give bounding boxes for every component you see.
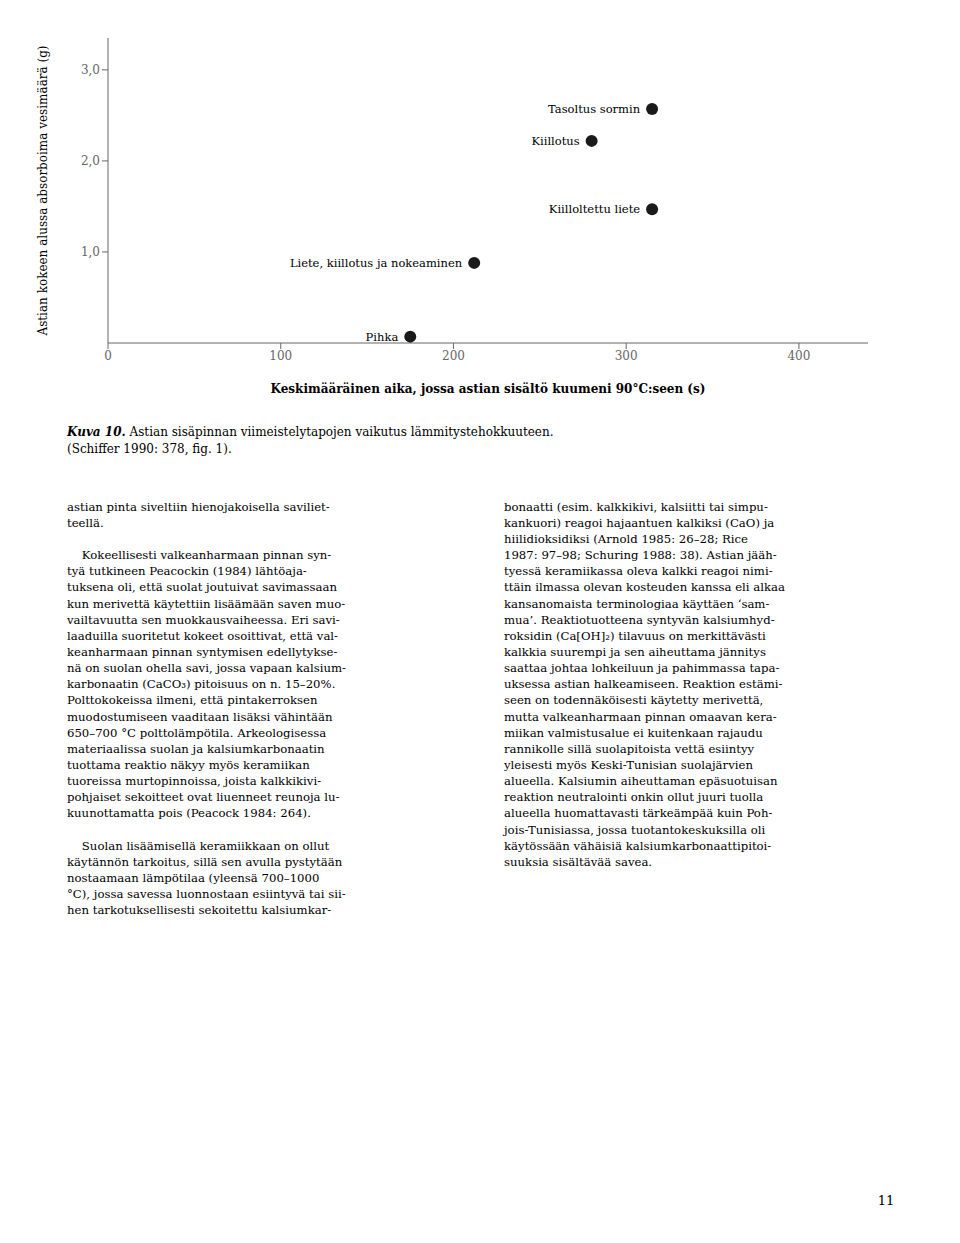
svg-text:400: 400 [787, 349, 810, 363]
svg-text:Pihka: Pihka [366, 330, 399, 343]
html-text:Kuva 10. Astian sisäpinnan vii: Kuva 10. Astian sisäpinnan viimeistelyta… [67, 425, 554, 439]
html-text:astian pinta siveltiin hienoja: astian pinta siveltiin hienojakoisella s… [67, 499, 346, 918]
svg-text:Keskimääräinen aika, jossa ast: Keskimääräinen aika, jossa astian sisält… [271, 382, 706, 396]
svg-text:200: 200 [442, 349, 465, 363]
html-text:bonaatti (esim. kalkkikivi, ka: bonaatti (esim. kalkkikivi, kalsiitti ta… [504, 499, 785, 869]
svg-text:1,0: 1,0 [81, 245, 100, 259]
svg-text:3,0: 3,0 [81, 63, 100, 77]
svg-text:Kiillotus: Kiillotus [531, 134, 579, 148]
html-text:11: 11 [877, 1193, 895, 1208]
svg-text:100: 100 [269, 349, 292, 363]
svg-text:Tasoltus sormin: Tasoltus sormin [548, 102, 641, 116]
svg-text:Kiilloltettu liete: Kiilloltettu liete [549, 202, 640, 216]
svg-text:300: 300 [615, 349, 638, 363]
svg-text:Liete, kiillotus ja nokeaminen: Liete, kiillotus ja nokeaminen [290, 256, 463, 270]
svg-text:0: 0 [104, 349, 112, 363]
html-text:(Schiffer 1990: 378, fig. 1).: (Schiffer 1990: 378, fig. 1). [67, 442, 232, 457]
svg-text:Astian kokeen alussa absorboim: Astian kokeen alussa absorboima vesimäär… [36, 45, 50, 336]
svg-text:2,0: 2,0 [81, 154, 100, 168]
